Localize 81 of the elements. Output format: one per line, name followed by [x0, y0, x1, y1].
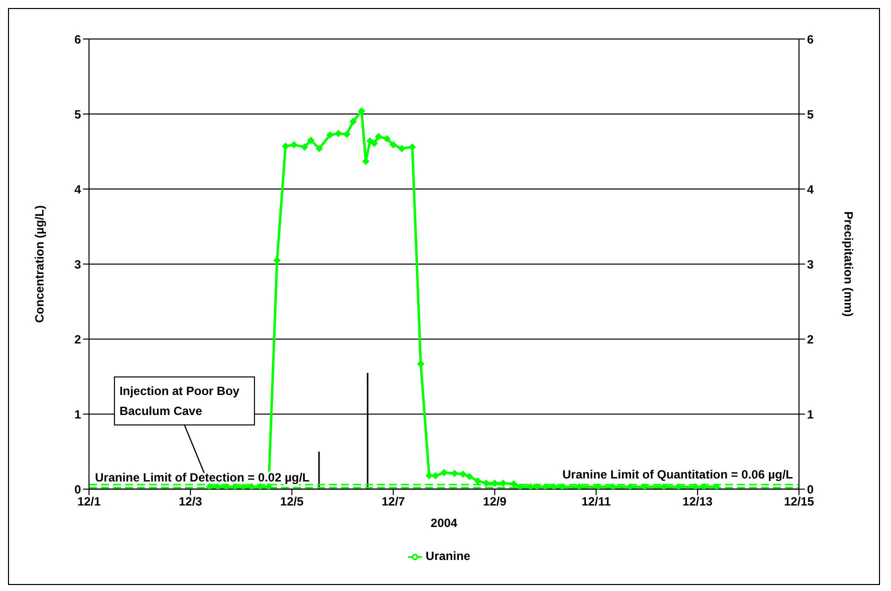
- y-tick-label: 2: [74, 332, 82, 346]
- point: [510, 480, 518, 488]
- point: [558, 483, 566, 490]
- point: [417, 360, 424, 368]
- point: [408, 144, 416, 151]
- point: [374, 133, 382, 140]
- point: [626, 483, 634, 490]
- point: [460, 470, 467, 478]
- point: [214, 483, 222, 490]
- x-tick-label: 12/11: [581, 494, 612, 509]
- point: [398, 145, 406, 152]
- point: [700, 483, 708, 490]
- y-tick-label: 4: [74, 182, 82, 196]
- x-tick-label: 12/7: [382, 494, 406, 509]
- point: [206, 483, 213, 490]
- point: [533, 483, 540, 490]
- point: [550, 483, 558, 490]
- point: [370, 140, 378, 147]
- y2-tick-label: 2: [807, 332, 814, 346]
- point: [307, 136, 314, 144]
- point: [350, 118, 357, 126]
- point: [527, 483, 534, 490]
- y-tick-label: 3: [74, 257, 82, 272]
- point: [240, 483, 247, 490]
- point: [256, 483, 264, 490]
- y-tick-label: 0: [74, 482, 82, 496]
- y2-tick-label: 0: [807, 482, 814, 496]
- legend-label: Uranine: [426, 549, 470, 564]
- x-tick-label: 12/1: [77, 494, 101, 509]
- x-tick-label: 12/3: [178, 494, 202, 509]
- point: [474, 477, 482, 484]
- point: [366, 138, 374, 145]
- point: [516, 483, 524, 490]
- point: [491, 480, 498, 487]
- point: [610, 483, 617, 490]
- point: [282, 142, 290, 150]
- y-tick-label: 5: [74, 107, 82, 122]
- point: [713, 483, 720, 490]
- annotation: Injection at Poor Boy Baculum Cave: [119, 384, 240, 418]
- point: [675, 483, 682, 490]
- x-tick-label: 12/9: [483, 494, 507, 509]
- point: [660, 483, 668, 490]
- ref-line-label: Uranine Limit of Quantitation = 0.06 µg/L: [562, 468, 793, 482]
- point: [343, 130, 350, 138]
- x-tick-label: 12/15: [784, 494, 814, 509]
- point: [451, 470, 458, 477]
- point: [390, 141, 397, 148]
- x-tick-label: 12/5: [280, 494, 304, 509]
- y2-tick-label: 1: [807, 407, 814, 422]
- point: [576, 483, 583, 490]
- x-tick-label: 12/13: [682, 494, 713, 509]
- y2-tick-label: 5: [807, 107, 814, 122]
- y2-axis-title: Precipitation (mm): [842, 211, 856, 317]
- point: [248, 483, 256, 490]
- y-tick-label: 1: [74, 407, 82, 422]
- point: [641, 483, 648, 490]
- point: [482, 480, 490, 487]
- point: [466, 472, 473, 480]
- point: [326, 132, 334, 139]
- point: [222, 483, 230, 490]
- y-axis-title: Concentration (µg/L): [32, 205, 46, 323]
- point: [440, 469, 448, 476]
- point: [301, 144, 308, 151]
- point: [692, 483, 699, 490]
- x-axis-title: 2004: [430, 516, 458, 530]
- point: [274, 256, 281, 264]
- y-tick-label: 6: [74, 32, 82, 46]
- point: [334, 130, 342, 138]
- y2-tick-label: 6: [807, 32, 814, 46]
- y2-tick-label: 3: [807, 257, 814, 272]
- point: [542, 483, 549, 490]
- point: [290, 141, 298, 148]
- point: [594, 483, 602, 490]
- point: [426, 472, 433, 480]
- point: [265, 483, 272, 490]
- point: [316, 145, 323, 152]
- point: [383, 135, 390, 142]
- point: [231, 483, 238, 490]
- point: [432, 472, 440, 480]
- y2-tick-label: 4: [807, 182, 814, 196]
- point: [500, 480, 507, 487]
